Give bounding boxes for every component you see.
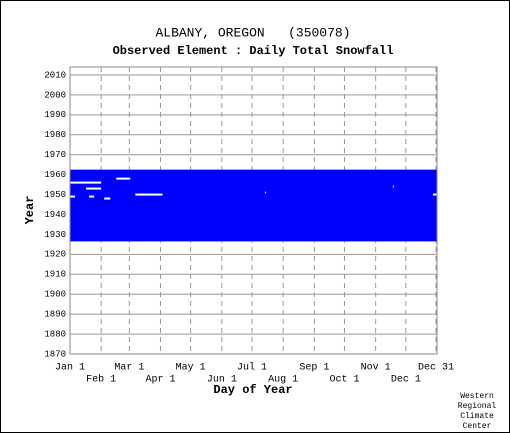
plot-border [69,66,438,355]
credit: Western [460,392,494,401]
x-tick-label: Jun 1 [207,375,237,386]
y-tick-label: 1960 [44,170,66,180]
credit: Regional [458,402,497,411]
x-tick-label: Jul 1 [237,362,267,374]
y-tick-label: 1970 [44,150,66,160]
y-tick-label: 2010 [44,70,66,80]
y-tick-label: 1880 [44,329,66,339]
y-tick-label: 1910 [44,270,66,280]
y-tick-label: 1940 [44,210,66,220]
missing-gap [70,195,76,198]
y-tick-label: 1890 [44,310,66,320]
y-tick-label: 1950 [44,190,66,200]
x-tick-label: Oct 1 [329,375,359,386]
missing-gap [86,187,102,190]
x-tick-label: Aug 1 [268,375,298,386]
credit: Climate [460,412,494,421]
chart-title: ALBANY, OREGON (350078) [155,25,350,40]
missing-gap [116,177,131,180]
missing-gap [265,191,267,194]
y-tick-label: 1990 [44,110,66,120]
missing-gap [135,193,163,196]
x-axis-label: Day of Year [213,383,292,397]
y-axis-label: Year [23,196,37,225]
missing-gap [104,197,111,200]
x-tick-label: Mar 1 [114,363,144,374]
y-tick-label: 1930 [44,230,66,240]
missing-gap [432,193,437,196]
missing-gap [89,195,95,198]
x-tick-label: Apr 1 [145,375,175,386]
missing-gap [392,185,394,188]
y-tick-label: 2000 [44,90,66,100]
y-tick-label: 1900 [44,290,66,300]
y-tick-label: 1920 [44,250,66,260]
x-tick-label: Feb 1 [86,374,116,386]
x-tick-label: Jan 1 [55,363,85,374]
missing-gap [70,181,102,184]
x-tick-label: Dec 31 [418,363,454,374]
x-tick-label: Nov 1 [361,363,391,374]
data-block [70,169,437,242]
x-tick-label: Dec 1 [391,375,421,386]
x-tick-label: Sep 1 [299,363,329,374]
x-tick-label: May 1 [176,363,206,374]
y-tick-label: 1980 [44,130,66,140]
chart-subtitle: Observed Element : Daily Total Snowfall [113,44,394,58]
y-tick-label: 1870 [44,349,66,359]
credit: Center [463,422,492,431]
